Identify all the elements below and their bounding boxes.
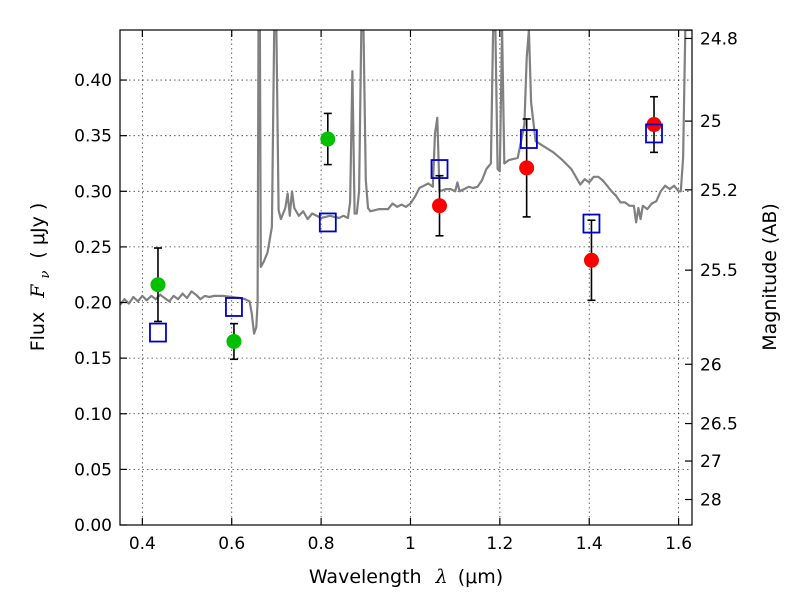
blue-model-point <box>582 213 601 234</box>
x-axis-label-unit: (μm) <box>458 566 503 588</box>
x-tick-label: 0.6 <box>218 534 245 554</box>
grid <box>120 30 692 526</box>
y-tick-label: 0.35 <box>74 127 112 147</box>
blue-model-point <box>519 129 538 149</box>
y-tick-label: 0.40 <box>74 71 112 91</box>
y2-tick-label: 28 <box>700 491 722 511</box>
data-markers <box>149 95 663 361</box>
y2-tick-label: 25 <box>700 112 722 132</box>
x-tick-label: 0.4 <box>129 534 156 554</box>
blue-model-point <box>225 297 243 317</box>
y-axis-label-unit: ( μJy ) <box>27 203 49 259</box>
y-tick-label: 0.05 <box>74 460 112 480</box>
blue-model-point <box>149 322 167 343</box>
blue-model-point <box>318 212 337 233</box>
y2-axis-label: Magnitude (AB) <box>759 203 781 351</box>
x-tick-label: 1.2 <box>486 534 513 554</box>
x-tick-label: 1.4 <box>576 534 603 554</box>
y2-tick-label: 25.5 <box>700 261 738 281</box>
y-tick-label: 0.20 <box>74 294 112 314</box>
green-data-point <box>320 131 336 147</box>
red-data-point <box>583 252 599 268</box>
y-axis-label-symbol: F <box>27 284 49 299</box>
y2-tick-label: 27 <box>700 452 722 472</box>
y2-tick-label: 26.5 <box>700 415 738 435</box>
green-data-point <box>150 277 166 293</box>
y-tick-label: 0.30 <box>74 182 112 202</box>
y-tick-label: 0.15 <box>74 349 112 369</box>
blue-model-point <box>645 123 663 144</box>
red-data-point <box>432 198 448 214</box>
y-axis-label-text: Flux <box>27 312 49 352</box>
y-tick-label: 0.25 <box>74 238 112 258</box>
x-tick-label: 0.8 <box>308 534 335 554</box>
x-axis-label-symbol: λ <box>435 566 448 588</box>
x-axis-label: Wavelength λ (μm) <box>309 566 503 588</box>
y-tick-label: 0.10 <box>74 405 112 425</box>
x-tick-label: 1.6 <box>665 534 692 554</box>
y-axis-label-subscript: ν <box>38 271 53 279</box>
y-axis-label: Flux F ν ( μJy ) <box>27 203 54 352</box>
y2-tick-label: 26 <box>700 355 722 375</box>
y-tick-label: 0.00 <box>74 516 112 536</box>
x-tick-label: 1 <box>405 534 416 554</box>
x-axis-label-text: Wavelength <box>309 566 422 588</box>
y2-tick-label: 25.2 <box>700 181 738 201</box>
axis-ticks: 0.4 0.6 0.8 1 1.2 1.4 1.6 0.00 0.05 0.10 0.15 0.20 0… <box>74 29 738 554</box>
plot-frame <box>119 29 693 526</box>
green-data-point <box>226 333 242 349</box>
y2-tick-label: 24.8 <box>700 29 738 49</box>
red-data-point <box>519 160 535 176</box>
blue-model-point <box>430 159 449 179</box>
